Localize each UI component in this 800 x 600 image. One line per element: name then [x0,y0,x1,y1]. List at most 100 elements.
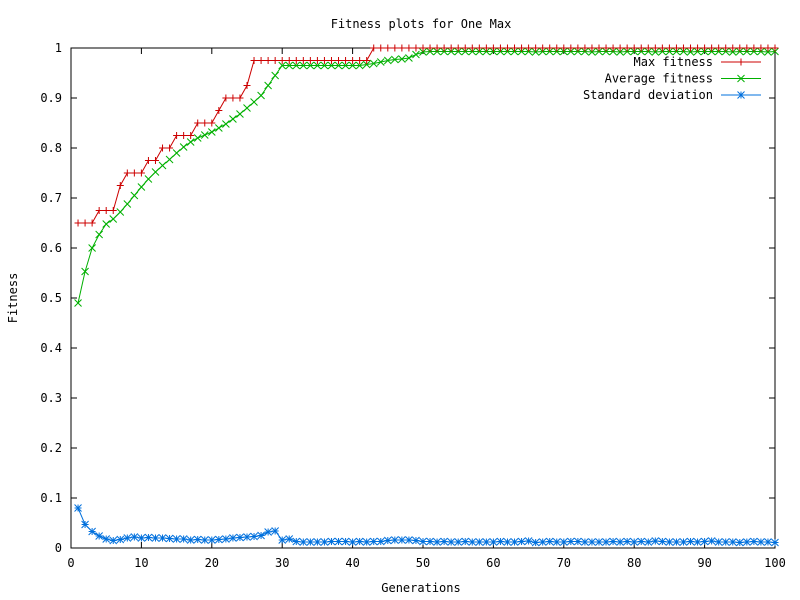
standard-deviation-point [496,537,505,546]
standard-deviation-point [524,537,533,545]
max-fitness-point [335,57,343,64]
average-fitness-point [165,155,174,164]
max-fitness-point [306,57,314,64]
average-fitness-point [405,54,413,62]
standard-deviation-point [102,535,111,543]
average-fitness-line [77,51,776,304]
max-fitness-point [215,107,223,114]
standard-deviation-point [341,537,350,546]
max-fitness-point [722,44,730,52]
max-fitness-point [208,119,216,127]
standard-deviation-point [707,537,716,545]
standard-deviation-point [510,538,519,546]
standard-deviation-point [320,538,329,546]
standard-deviation-point [482,538,491,546]
max-fitness-point [194,119,202,127]
standard-deviation-point [475,538,484,546]
average-fitness-point [651,48,660,56]
average-fitness-point [764,48,772,56]
average-fitness-point [419,48,427,56]
standard-deviation-point [313,538,322,546]
y-tick-label: 0.1 [40,491,62,505]
max-fitness-point [503,44,511,52]
standard-deviation-point [257,531,265,540]
max-fitness-point [518,44,526,52]
max-fitness-point [116,182,124,189]
series-max-fitness [74,44,779,227]
max-fitness-point [546,44,554,52]
standard-deviation-line [77,507,776,544]
average-fitness-point [531,48,540,56]
legend-marker [737,91,745,99]
max-fitness-point [616,44,624,52]
max-fitness-point [630,44,638,52]
max-fitness-point [109,207,117,214]
standard-deviation-point [750,537,758,546]
standard-deviation-point [616,538,624,546]
average-fitness-point [264,81,272,90]
max-fitness-point [574,44,582,52]
max-fitness-point [419,44,427,52]
average-fitness-point [179,143,188,151]
standard-deviation-point [285,535,294,543]
average-fitness-point [383,56,392,65]
standard-deviation-point [538,538,547,546]
standard-deviation-point [757,538,765,546]
standard-deviation-point [672,538,681,546]
x-tick-label: 0 [67,556,74,570]
standard-deviation-point [447,538,456,546]
max-fitness-point [278,57,286,64]
average-fitness-point [102,220,111,228]
standard-deviation-point [651,537,660,545]
max-fitness-line [78,47,775,224]
standard-deviation-point [151,534,160,542]
max-fitness-point [320,57,328,64]
max-fitness-point [461,44,469,52]
average-fitness-point [236,110,244,118]
average-fitness-point [144,175,153,183]
average-fitness-point [207,128,216,136]
standard-deviation-point [581,538,589,546]
standard-deviation-point [566,537,575,546]
max-fitness-point [123,169,131,177]
average-fitness-point [412,50,420,59]
x-tick-label: 90 [697,556,711,570]
standard-deviation-point [398,536,406,544]
standard-deviation-point [433,538,441,546]
max-fitness-point [173,132,181,139]
max-fitness-point [384,44,392,52]
standard-deviation-point [179,535,188,543]
y-tick-label: 0.2 [40,441,62,455]
max-fitness-point [187,132,195,139]
legend-item-standard-deviation: Standard deviation [583,88,761,102]
max-fitness-point [581,44,589,52]
max-fitness-point [74,219,82,227]
average-fitness-point [222,120,230,128]
x-tick-label: 20 [205,556,219,570]
standard-deviation-point [552,538,561,546]
average-fitness-point [123,200,132,208]
legend-item-max-fitness: Max fitness [634,55,761,69]
max-fitness-point [342,57,350,64]
standard-deviation-point [658,537,667,546]
average-fitness-point [313,61,322,70]
max-fitness-point [764,44,772,52]
standard-deviation-point [559,538,568,546]
x-tick-label: 100 [764,556,786,570]
standard-deviation-point [214,535,223,544]
y-tick-label: 0.5 [40,291,62,305]
average-fitness-point [334,61,343,70]
max-fitness-point [687,44,695,52]
standard-deviation-point [468,538,477,546]
max-fitness-point [454,44,462,52]
average-fitness-point [278,61,287,70]
x-tick-label: 10 [134,556,148,570]
max-fitness-point [264,57,272,64]
max-fitness-point [532,44,540,52]
average-fitness-point [109,215,118,223]
max-fitness-point [201,119,209,127]
standard-deviation-point [419,537,427,546]
standard-deviation-point [229,534,237,542]
standard-deviation-point [405,536,413,544]
